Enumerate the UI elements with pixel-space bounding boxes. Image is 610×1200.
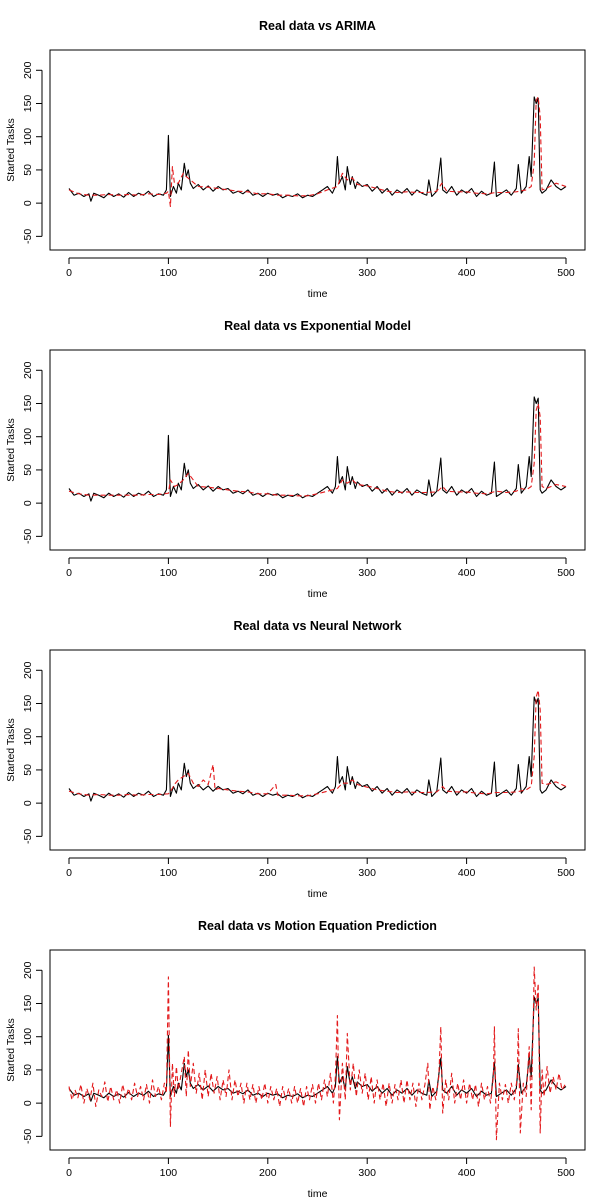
x-tick-label: 400: [458, 567, 476, 579]
y-tick-label: 100: [22, 1028, 34, 1046]
x-tick-label: 200: [259, 567, 277, 579]
y-tick-label: 150: [22, 95, 34, 113]
series-line-prediction: [68, 966, 567, 1141]
chart-title: Real data vs Neural Network: [233, 619, 401, 633]
y-tick-label: -50: [22, 229, 34, 244]
x-axis-label: time: [308, 588, 328, 600]
x-tick-label: 200: [259, 1167, 277, 1179]
chart-panel-3: Real data vs Neural Network 0 100 200 300 400…: [5, 619, 586, 900]
x-tick-label: 100: [160, 1167, 178, 1179]
y-tick-label: 50: [22, 764, 34, 776]
y-tick-label: 50: [22, 1064, 34, 1076]
y-tick-label: 200: [22, 961, 34, 979]
y-tick-label: 50: [22, 164, 34, 176]
x-tick-label: 0: [66, 1167, 72, 1179]
x-tick-label: 300: [358, 867, 376, 879]
x-tick-label: 500: [557, 1167, 575, 1179]
x-tick-label: 200: [259, 867, 277, 879]
series-line-prediction: [68, 96, 567, 208]
y-tick-label: 150: [22, 995, 34, 1013]
y-axis-label: Started Tasks: [5, 118, 17, 181]
y-tick-label: 0: [22, 500, 34, 506]
x-tick-label: 200: [259, 267, 277, 279]
y-tick-label: 200: [22, 361, 34, 379]
series-line-real-data: [68, 996, 567, 1102]
x-axis-label: time: [308, 1188, 328, 1200]
y-tick-label: 200: [22, 661, 34, 679]
x-tick-label: 0: [66, 567, 72, 579]
chart-panel-1: Real data vs ARIMA 0 100 200 300 400 500 -50 0 50…: [5, 19, 586, 300]
y-tick-label: 0: [22, 800, 34, 806]
chart-title: Real data vs ARIMA: [259, 19, 376, 33]
x-tick-label: 300: [358, 1167, 376, 1179]
plot-frame: [49, 49, 586, 251]
x-tick-label: 400: [458, 267, 476, 279]
y-axis-label: Started Tasks: [5, 718, 17, 781]
y-tick-label: 200: [22, 61, 34, 79]
plot-frame: [49, 949, 586, 1151]
x-tick-label: 100: [160, 267, 178, 279]
x-tick-label: 500: [557, 567, 575, 579]
chart-panel-2: Real data vs Exponential Model 0 100 200 300…: [5, 319, 586, 600]
x-tick-label: 300: [358, 267, 376, 279]
series-line-real-data: [68, 696, 567, 802]
y-tick-label: 100: [22, 128, 34, 146]
y-tick-label: 150: [22, 695, 34, 713]
x-tick-label: 0: [66, 867, 72, 879]
chart-title: Real data vs Exponential Model: [224, 319, 411, 333]
series-line-real-data: [68, 396, 567, 502]
y-tick-label: -50: [22, 529, 34, 544]
y-tick-label: 100: [22, 728, 34, 746]
y-tick-label: 0: [22, 200, 34, 206]
y-tick-label: 0: [22, 1100, 34, 1106]
x-tick-label: 500: [557, 867, 575, 879]
series-line-real-data: [68, 96, 567, 202]
y-axis-label: Started Tasks: [5, 1018, 17, 1081]
plot-frame: [49, 349, 586, 551]
x-tick-label: 300: [358, 567, 376, 579]
x-axis-label: time: [308, 888, 328, 900]
x-tick-label: 400: [458, 867, 476, 879]
y-tick-label: -50: [22, 1129, 34, 1144]
y-tick-label: -50: [22, 829, 34, 844]
y-tick-label: 100: [22, 428, 34, 446]
y-axis-label: Started Tasks: [5, 418, 17, 481]
x-axis-label: time: [308, 288, 328, 300]
x-tick-label: 100: [160, 567, 178, 579]
series-line-prediction: [68, 689, 567, 797]
y-tick-label: 150: [22, 395, 34, 413]
x-tick-label: 0: [66, 267, 72, 279]
series-line-prediction: [68, 402, 567, 497]
x-tick-label: 100: [160, 867, 178, 879]
chart-panel-4: Real data vs Motion Equation Prediction 0…: [5, 919, 586, 1200]
chart-title: Real data vs Motion Equation Prediction: [198, 919, 437, 933]
x-tick-label: 500: [557, 267, 575, 279]
x-tick-label: 400: [458, 1167, 476, 1179]
plot-frame: [49, 649, 586, 851]
y-tick-label: 50: [22, 464, 34, 476]
